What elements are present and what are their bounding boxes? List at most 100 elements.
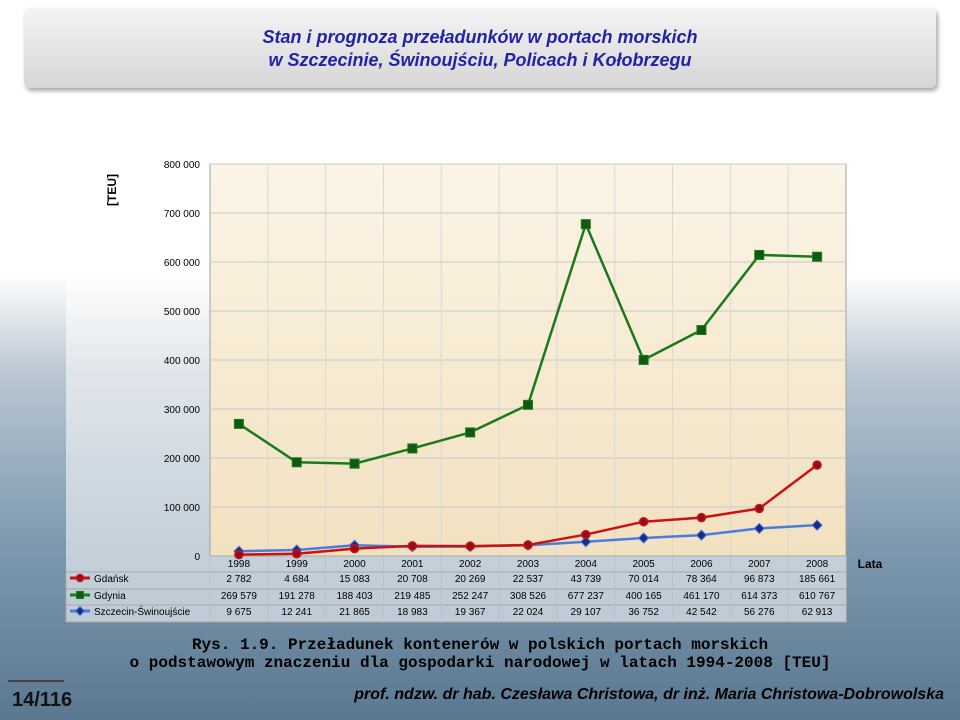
data-point	[349, 543, 360, 554]
table-cell-value: 9 675	[226, 607, 251, 618]
data-point	[696, 512, 707, 523]
y-tick-label: 200 000	[164, 454, 201, 465]
data-point	[812, 460, 822, 470]
table-cell-value: 12 241	[281, 607, 312, 618]
x-tick-label: 2006	[690, 559, 713, 570]
data-point	[523, 540, 533, 550]
data-point	[349, 458, 360, 469]
data-point	[811, 519, 823, 531]
data-point	[407, 541, 418, 551]
data-point	[465, 427, 476, 438]
table-cell-value: 43 739	[571, 574, 602, 585]
table-cell-value: 4 684	[284, 574, 309, 585]
data-point	[638, 516, 649, 527]
x-tick-label: 2000	[343, 559, 366, 570]
footer-divider	[8, 680, 64, 682]
table-cell-value: 20 708	[397, 574, 428, 585]
x-tick-label: 2001	[401, 559, 424, 570]
table-cell-value: 185 661	[799, 574, 836, 585]
table-cell-value: 677 237	[568, 591, 605, 602]
legend-key-marker	[76, 591, 84, 599]
data-point	[812, 251, 823, 262]
data-point	[754, 249, 765, 260]
data-point	[465, 541, 475, 551]
figure-caption-line1: Rys. 1.9. Przeładunek kontenerów w polsk…	[191, 636, 769, 654]
table-cell-value: 461 170	[683, 591, 720, 602]
page-number: 14/116	[12, 689, 73, 711]
table-cell-value: 21 865	[339, 607, 370, 618]
table-cell-value: 42 542	[686, 607, 717, 618]
data-point	[580, 536, 592, 548]
x-tick-label: 2003	[517, 559, 540, 570]
footer-authors: prof. ndzw. dr hab. Czesława Christowa, …	[354, 686, 944, 703]
y-axis: 0 100 000 200 000 300 000 400 000 500 000 600 …	[164, 160, 201, 563]
table-cell-value: 36 752	[628, 607, 659, 618]
title-banner	[24, 8, 936, 88]
x-tick-label: 1999	[286, 559, 309, 570]
table-cell-value: 70 014	[628, 574, 659, 585]
table-cell-value: 400 165	[626, 591, 663, 602]
table-cell-value: 22 024	[513, 607, 544, 618]
table-cell-value: 269 579	[221, 591, 258, 602]
figure-caption-line2: o podstawowym znaczeniu dla gospodarki n…	[129, 654, 831, 672]
table-cell-value: 308 526	[510, 591, 547, 602]
table-cell-value: 20 269	[455, 574, 486, 585]
table-cell-value: 56 276	[744, 607, 775, 618]
x-tick-label: 1998	[228, 559, 251, 570]
table-cell-value: 96 873	[744, 574, 775, 585]
table-cell-value: 18 983	[397, 607, 428, 618]
legend-label: Szczecin-Świnoujście	[94, 605, 191, 618]
x-tick-label: 2007	[748, 559, 771, 570]
table-cell-value: 219 485	[394, 591, 431, 602]
data-point	[233, 418, 244, 429]
y-tick-label: 0	[194, 552, 200, 563]
series-layer	[233, 219, 823, 560]
slide-title-line1: Stan i prognoza przeładunków w portach m…	[262, 27, 698, 47]
data-point	[291, 548, 302, 559]
x-tick-label: 2002	[459, 559, 482, 570]
x-tick-label: 2005	[633, 559, 656, 570]
legend-label: Gdańsk	[94, 574, 129, 585]
table-cell-value: 19 367	[455, 607, 486, 618]
y-axis-title: [TEU]	[105, 174, 119, 206]
data-point	[291, 457, 302, 468]
data-point	[638, 354, 649, 365]
data-point	[754, 503, 765, 514]
y-tick-label: 700 000	[164, 209, 201, 220]
data-point	[523, 399, 533, 410]
data-point	[581, 529, 591, 540]
y-tick-label: 100 000	[164, 503, 201, 514]
table-cell-value: 15 083	[339, 574, 370, 585]
y-tick-label: 500 000	[164, 307, 201, 318]
table-cell-value: 188 403	[336, 591, 373, 602]
legend-key-marker	[75, 573, 85, 583]
data-point	[234, 549, 244, 560]
data-point	[695, 529, 708, 541]
y-tick-label: 600 000	[164, 258, 201, 269]
y-tick-label: 800 000	[164, 160, 201, 171]
table-cell-value: 62 913	[802, 607, 833, 618]
data-point	[580, 219, 591, 230]
data-point	[637, 532, 650, 544]
data-point	[753, 522, 765, 535]
x-tick-label: 2004	[575, 559, 598, 570]
legend-label: Gdynia	[94, 591, 126, 602]
table-cell-value: 22 537	[513, 574, 544, 585]
slide-title-line2: w Szczecinie, Świnoujściu, Policach i Ko…	[268, 50, 692, 70]
y-tick-label: 300 000	[164, 405, 201, 416]
data-point	[696, 325, 707, 336]
table-cell-value: 191 278	[279, 591, 316, 602]
table-cell-value: 2 782	[226, 574, 251, 585]
x-axis-title: Lata	[858, 557, 883, 571]
data-table: 1998 1999 2000 2001 2002 2003 2004 2005 2006 2007…	[65, 555, 847, 623]
legend-key-marker	[74, 605, 86, 617]
table-cell-value: 78 364	[686, 574, 717, 585]
table-cell-value: 252 247	[452, 591, 489, 602]
table-cell-value: 610 767	[799, 591, 836, 602]
table-cell-value: 29 107	[571, 607, 602, 618]
y-tick-label: 400 000	[164, 356, 201, 367]
data-point	[407, 443, 418, 454]
x-tick-label: 2008	[806, 559, 829, 570]
table-cell-value: 614 373	[741, 591, 778, 602]
